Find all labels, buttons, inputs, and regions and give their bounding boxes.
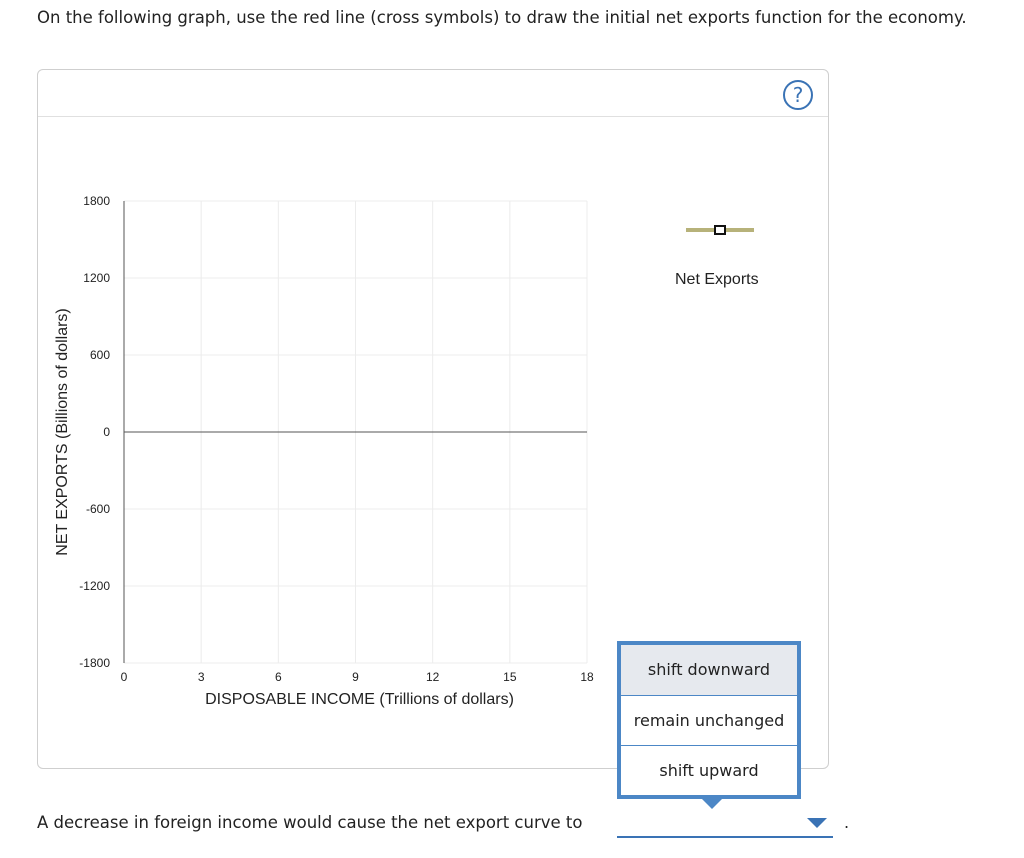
x-axis-label: DISPOSABLE INCOME (Trillions of dollars) [205,691,514,708]
legend-label: Net Exports [675,271,759,288]
legend-square-marker-icon [714,225,726,235]
y-tick-label: -1800 [79,656,110,670]
x-tick-label: 15 [503,670,517,684]
menu-pointer-icon [701,798,723,809]
panel-toolbar-divider [38,116,828,117]
y-tick-label: -1200 [79,579,110,593]
option-remain-unchanged[interactable]: remain unchanged [621,695,797,745]
x-tick-label: 6 [275,670,282,684]
y-tick-label: 600 [90,348,110,362]
chart-tick-labels: 1800 1200 600 0 -600 -1200 -1800 0 3 6 9 12 15 18 [79,194,594,684]
y-tick-label: 1200 [83,271,110,285]
y-tick-label: 1800 [83,194,110,208]
x-tick-label: 9 [352,670,359,684]
option-shift-downward[interactable]: shift downward [621,645,797,695]
y-tick-label: -600 [86,502,110,516]
answer-dropdown[interactable] [617,812,833,838]
x-tick-label: 18 [580,670,594,684]
net-exports-line-tool[interactable] [686,225,754,235]
x-tick-label: 12 [426,670,440,684]
question-text: A decrease in foreign income would cause… [37,813,583,832]
help-icon[interactable]: ? [783,80,813,110]
chevron-down-icon [807,818,827,828]
instruction-text: On the following graph, use the red line… [37,8,967,27]
y-tick-label: 0 [103,425,110,439]
x-tick-label: 0 [121,670,128,684]
chart-axes [123,201,587,663]
x-tick-label: 3 [198,670,205,684]
sentence-period: . [844,813,850,832]
dropdown-menu: shift downward remain unchanged shift up… [617,641,801,809]
y-axis-label: NET EXPORTS (Billions of dollars) [54,308,71,555]
option-shift-upward[interactable]: shift upward [621,745,797,795]
